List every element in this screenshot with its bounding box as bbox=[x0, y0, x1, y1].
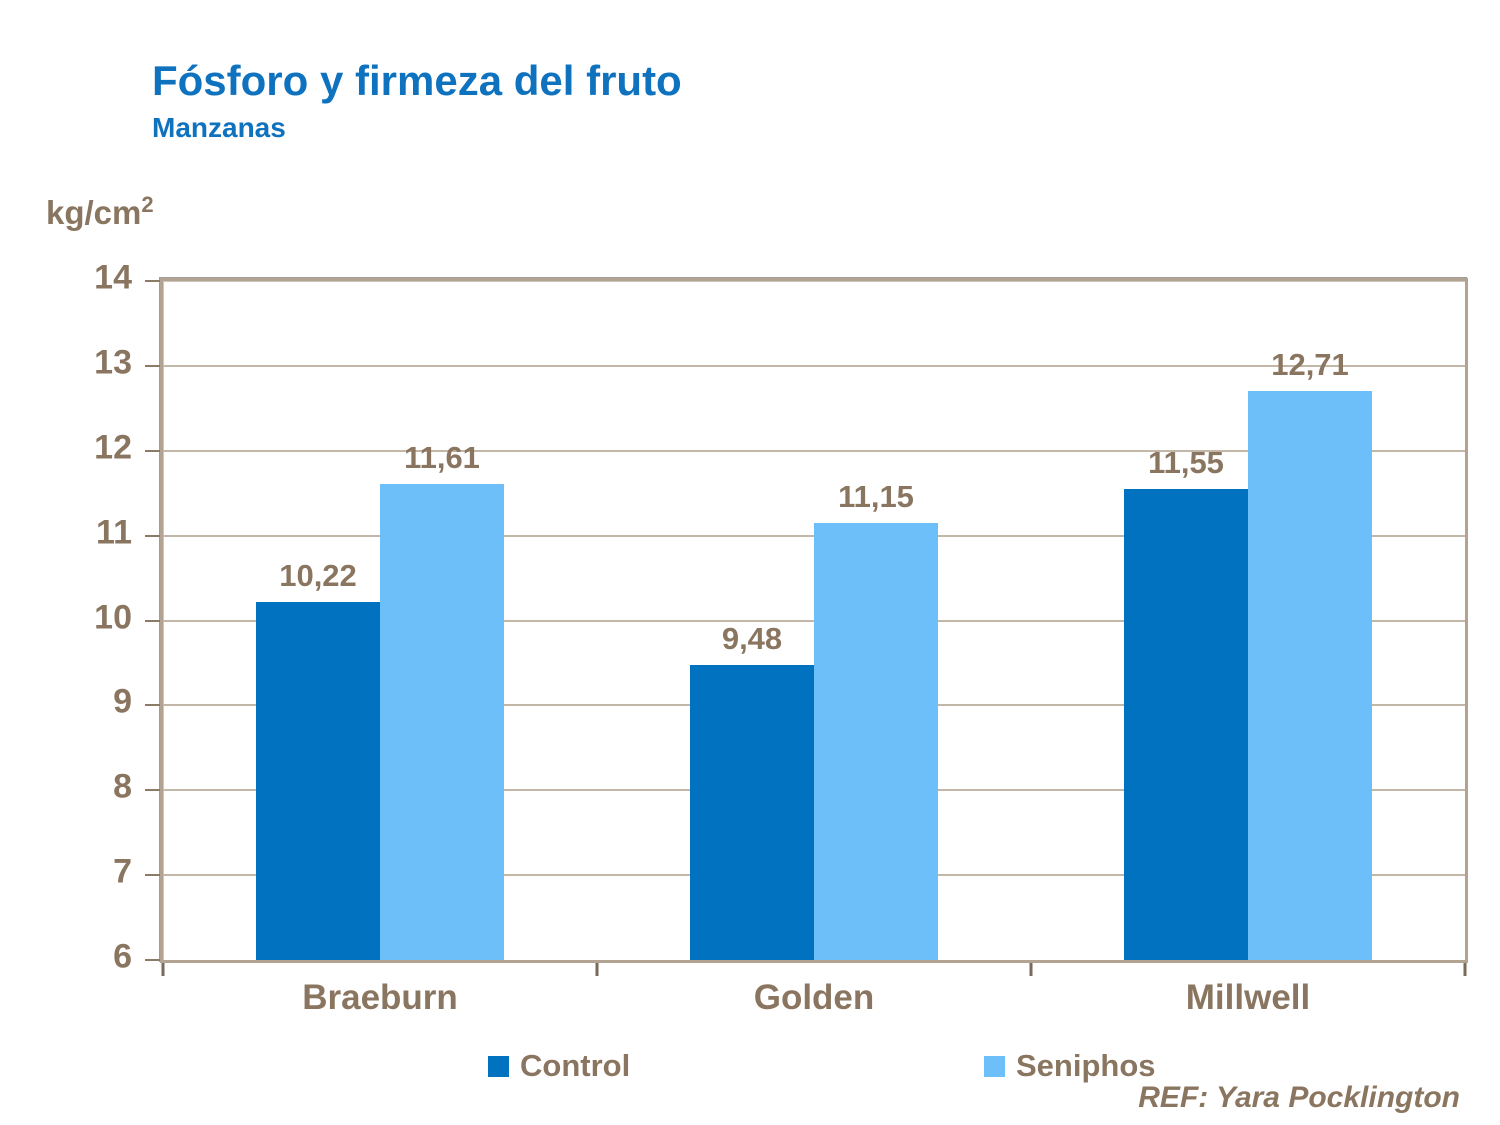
legend-label: Seniphos bbox=[1016, 1048, 1156, 1083]
y-tick-label: 13 bbox=[94, 343, 132, 382]
value-label: 11,61 bbox=[404, 439, 480, 475]
reference-note: REF: Yara Pocklington bbox=[1138, 1081, 1460, 1114]
legend-item-seniphos: Seniphos bbox=[984, 1048, 1156, 1084]
y-tick-mark bbox=[145, 280, 160, 282]
x-tick-mark bbox=[1029, 963, 1033, 976]
y-tick-label: 9 bbox=[113, 682, 132, 721]
bar-seniphos-golden bbox=[814, 522, 938, 960]
value-label: 10,22 bbox=[279, 557, 357, 593]
chart-title: Fósforo y firmeza del fruto bbox=[152, 57, 682, 104]
x-axis-category-labels: Braeburn Golden Millwell bbox=[160, 978, 1468, 1022]
bar-control-golden bbox=[690, 664, 814, 960]
category-label-golden: Golden bbox=[753, 978, 875, 1017]
value-label: 9,48 bbox=[721, 620, 783, 656]
y-tick-label: 10 bbox=[94, 598, 132, 636]
x-tick-mark bbox=[595, 963, 599, 976]
y-tick-mark bbox=[145, 959, 160, 961]
y-tick-mark bbox=[145, 789, 160, 792]
y-tick-label: 6 bbox=[113, 937, 132, 976]
category-label-braeburn: Braeburn bbox=[302, 978, 458, 1017]
x-tick-mark bbox=[1463, 963, 1467, 976]
y-tick-mark bbox=[145, 449, 160, 452]
y-tick-mark bbox=[145, 874, 160, 877]
y-tick-label: 12 bbox=[94, 428, 132, 467]
y-tick-mark bbox=[145, 704, 160, 707]
legend-item-control: Control bbox=[488, 1048, 630, 1084]
gridline bbox=[163, 449, 1465, 452]
legend-swatch-seniphos bbox=[984, 1055, 1005, 1077]
bar-control-braeburn bbox=[256, 601, 380, 960]
plot-area: 10,22 11,61 9,48 11,15 11,55 12,71 bbox=[145, 278, 1468, 976]
y-tick-mark bbox=[145, 619, 160, 622]
y-tick-label: 7 bbox=[113, 852, 132, 891]
legend-label: Control bbox=[520, 1048, 631, 1083]
legend-swatch-control bbox=[488, 1055, 509, 1077]
y-tick-mark bbox=[145, 534, 160, 537]
bar-seniphos-millwell bbox=[1248, 390, 1372, 960]
value-label: 11,15 bbox=[838, 478, 914, 514]
value-label: 11,55 bbox=[1148, 444, 1224, 480]
bar-control-millwell bbox=[1124, 488, 1248, 960]
y-axis-unit-base: kg/cm bbox=[46, 194, 142, 231]
chart-subtitle: Manzanas bbox=[152, 112, 286, 143]
y-tick-label: 8 bbox=[113, 767, 132, 806]
y-axis-unit-exponent: 2 bbox=[141, 192, 154, 217]
category-label-millwell: Millwell bbox=[1185, 978, 1311, 1017]
bar-seniphos-braeburn bbox=[380, 483, 504, 960]
y-axis-unit-label: kg/cm2 bbox=[46, 192, 154, 232]
y-axis: 14 13 12 11 10 9 8 7 6 bbox=[0, 259, 132, 976]
y-tick-label: 11 bbox=[96, 513, 132, 552]
value-label: 12,71 bbox=[1271, 346, 1349, 382]
x-tick-mark bbox=[161, 963, 165, 976]
y-tick-label: 14 bbox=[94, 258, 132, 297]
y-tick-mark bbox=[145, 364, 160, 367]
gridline bbox=[163, 364, 1465, 367]
